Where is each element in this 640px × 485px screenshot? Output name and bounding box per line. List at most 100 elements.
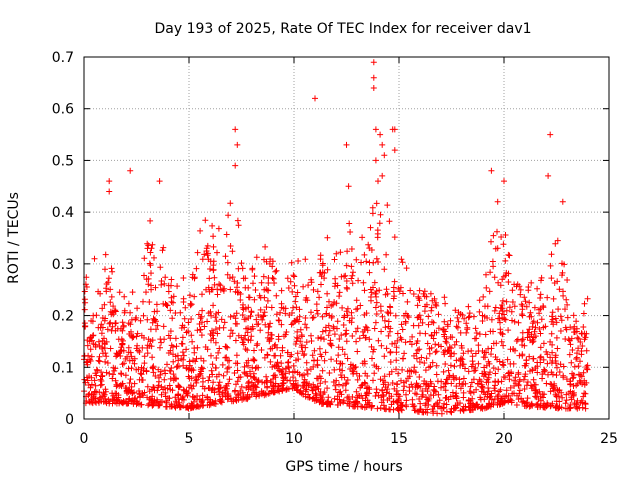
- data-point: [536, 326, 543, 332]
- data-point: [170, 358, 177, 365]
- data-point: [131, 360, 138, 367]
- data-point: [349, 280, 356, 287]
- data-point: [396, 393, 403, 400]
- data-point: [577, 399, 584, 406]
- data-point: [497, 282, 504, 289]
- data-point: [273, 267, 280, 274]
- data-point: [481, 389, 487, 396]
- data-point: [470, 361, 476, 368]
- data-point: [157, 336, 164, 343]
- data-point: [343, 380, 350, 387]
- data-point: [275, 363, 282, 370]
- data-point: [189, 338, 196, 345]
- data-point: [277, 352, 284, 359]
- data-point: [568, 335, 575, 342]
- data-point: [291, 384, 298, 391]
- data-point: [375, 178, 381, 185]
- data-point: [398, 321, 405, 328]
- data-point: [388, 401, 395, 408]
- data-point: [400, 290, 406, 297]
- data-point: [435, 325, 442, 332]
- y-axis-label: ROTI / TECUs: [6, 192, 22, 284]
- data-point: [387, 349, 394, 356]
- data-point: [303, 339, 310, 346]
- data-point: [467, 383, 474, 390]
- data-point: [339, 304, 346, 311]
- data-point: [135, 347, 141, 354]
- data-point: [343, 278, 350, 284]
- data-point: [264, 351, 271, 358]
- data-point: [211, 274, 218, 281]
- data-point: [253, 316, 260, 323]
- data-point: [567, 341, 574, 348]
- data-point: [552, 358, 559, 364]
- data-point: [368, 247, 375, 253]
- data-point: [245, 315, 252, 321]
- data-point: [498, 398, 505, 405]
- data-point: [390, 295, 397, 302]
- data-point: [358, 403, 365, 410]
- data-point: [261, 379, 268, 386]
- data-point: [416, 408, 422, 415]
- data-point: [173, 343, 180, 350]
- data-point: [296, 313, 303, 320]
- data-point: [568, 359, 575, 366]
- data-point: [578, 373, 585, 380]
- data-point: [488, 351, 494, 358]
- data-point: [222, 253, 229, 260]
- data-point: [110, 392, 117, 399]
- data-point: [383, 251, 390, 258]
- data-point: [181, 315, 188, 322]
- data-point: [472, 403, 479, 410]
- data-point: [393, 366, 399, 373]
- data-point: [368, 297, 374, 304]
- data-point: [170, 371, 177, 378]
- data-point: [433, 348, 440, 355]
- data-point: [222, 343, 229, 350]
- data-point: [404, 298, 411, 305]
- data-point: [252, 287, 259, 293]
- data-point: [540, 356, 547, 363]
- data-point: [82, 323, 89, 329]
- data-point: [385, 323, 392, 330]
- data-point: [197, 326, 204, 333]
- data-point: [239, 389, 246, 396]
- data-point: [375, 337, 382, 344]
- data-point: [452, 405, 459, 412]
- data-point: [154, 322, 161, 329]
- data-point: [107, 345, 114, 352]
- data-point: [215, 349, 222, 356]
- data-point: [555, 306, 562, 313]
- data-point: [580, 310, 587, 317]
- data-point: [165, 350, 172, 356]
- data-point: [114, 397, 121, 404]
- data-point: [583, 364, 590, 370]
- data-point: [210, 266, 217, 273]
- data-point: [401, 383, 408, 390]
- data-point: [343, 284, 350, 291]
- data-point: [87, 346, 94, 353]
- data-point: [427, 290, 434, 297]
- data-point: [519, 306, 526, 313]
- data-point: [582, 401, 589, 408]
- data-point: [140, 312, 147, 319]
- data-point: [549, 349, 556, 356]
- data-point: [382, 324, 389, 331]
- data-point: [188, 301, 195, 308]
- data-point: [507, 346, 514, 353]
- data-point: [344, 394, 351, 401]
- data-point: [86, 356, 93, 363]
- data-point: [348, 275, 355, 282]
- data-point: [567, 378, 574, 385]
- data-point: [188, 385, 195, 392]
- data-point: [345, 183, 352, 190]
- data-point: [316, 345, 323, 352]
- data-point: [395, 285, 402, 292]
- data-point: [143, 367, 150, 374]
- data-point: [210, 233, 217, 240]
- data-point: [370, 74, 377, 81]
- data-point: [420, 380, 427, 387]
- data-point: [462, 365, 468, 372]
- data-point: [127, 167, 134, 174]
- data-point: [239, 396, 246, 403]
